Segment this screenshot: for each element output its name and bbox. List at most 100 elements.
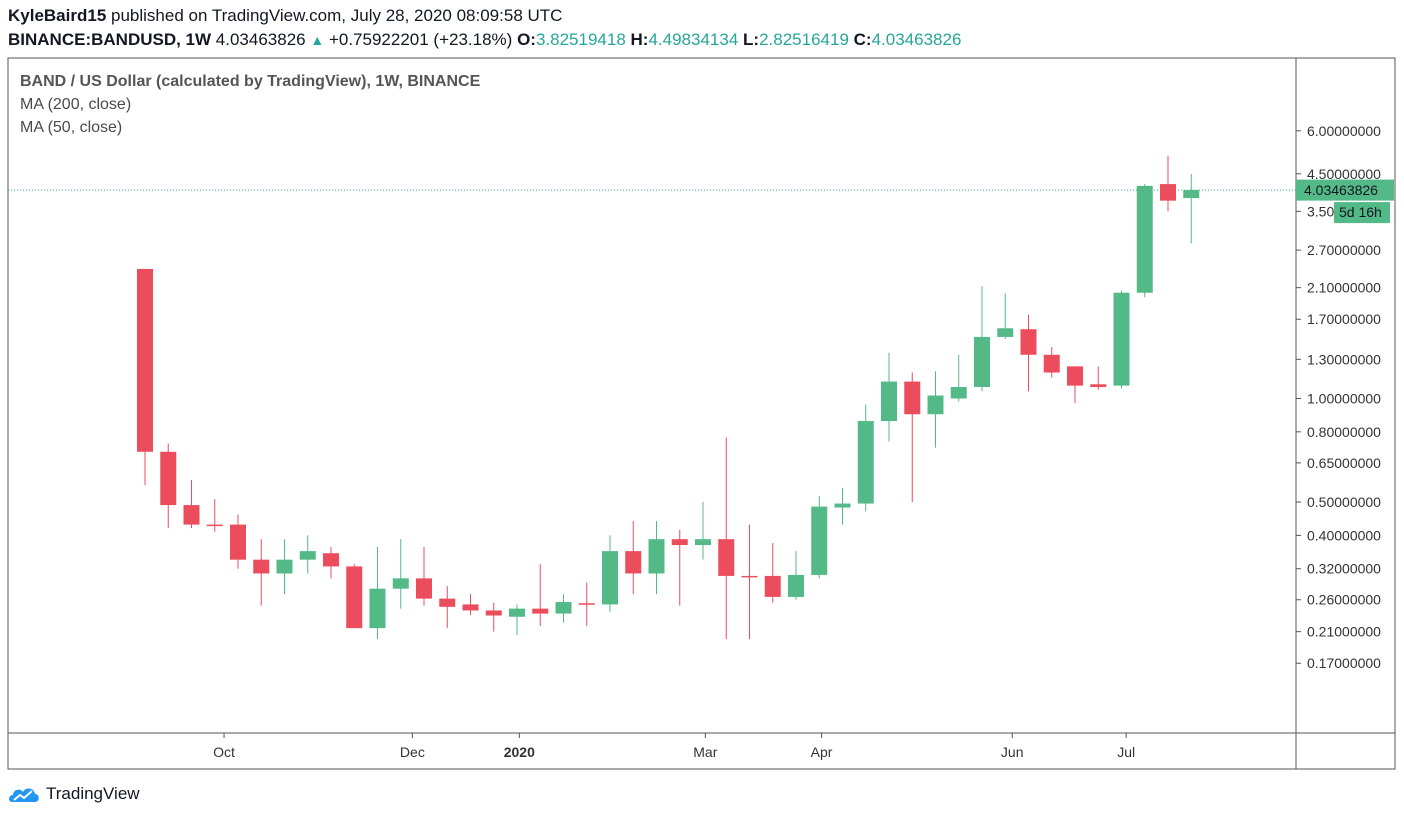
publish-info: KyleBaird15 published on TradingView.com… — [8, 6, 562, 26]
price-tick-label: 1.00000000 — [1307, 391, 1381, 407]
candle[interactable] — [927, 371, 944, 448]
candle[interactable] — [392, 539, 409, 609]
candle-body-down — [439, 598, 456, 607]
candle[interactable] — [1113, 290, 1130, 389]
candle[interactable] — [369, 547, 386, 639]
candle[interactable] — [834, 487, 851, 525]
price-tick-label: 0.17000000 — [1307, 655, 1381, 671]
candle[interactable] — [625, 521, 642, 595]
candle[interactable] — [648, 521, 665, 595]
candle[interactable] — [857, 404, 874, 512]
price-tick-label: 0.80000000 — [1307, 424, 1381, 440]
chart-title: BAND / US Dollar (calculated by TradingV… — [20, 73, 481, 90]
price-tick-label: 1.30000000 — [1307, 351, 1381, 367]
candle[interactable] — [1067, 366, 1083, 404]
open-label: O: — [517, 30, 536, 49]
candle-body-up — [299, 551, 316, 560]
candle-body-up — [881, 381, 897, 422]
time-tick-label: Oct — [213, 744, 235, 760]
time-tick-label: Apr — [811, 744, 833, 760]
candle[interactable] — [485, 602, 502, 632]
candle[interactable] — [1043, 347, 1060, 378]
candle[interactable] — [323, 547, 339, 579]
candle[interactable] — [346, 564, 363, 629]
countdown-tag-bg — [1334, 202, 1390, 224]
candle[interactable] — [602, 535, 618, 612]
candle[interactable] — [974, 286, 990, 392]
tradingview-brand[interactable]: TradingView — [8, 782, 140, 806]
candle-body-down — [764, 575, 781, 597]
candle[interactable] — [299, 535, 316, 574]
candle-body-up — [276, 559, 293, 574]
candle[interactable] — [1136, 184, 1153, 298]
candle-body-down — [1043, 354, 1060, 373]
candle[interactable] — [416, 547, 432, 606]
candle-body-up — [555, 602, 572, 614]
time-tick-label: 2020 — [504, 744, 535, 760]
candle-body-down — [1090, 384, 1107, 388]
candle[interactable] — [137, 268, 153, 486]
candle[interactable] — [904, 372, 921, 503]
candle-body-down — [160, 451, 177, 506]
candle[interactable] — [253, 539, 270, 606]
candle-body-down — [578, 603, 595, 605]
candle[interactable] — [671, 529, 688, 606]
candle-body-down — [416, 578, 432, 599]
ma200-label[interactable]: MA (200, close) — [20, 96, 132, 113]
high-label: H: — [630, 30, 649, 49]
price-tick-label: 1.70000000 — [1307, 311, 1381, 327]
time-axis[interactable]: Oct Dec 2020 Mar Apr Jun Jul — [213, 733, 1135, 760]
candle[interactable] — [439, 586, 456, 629]
candle-body-down — [323, 553, 339, 567]
candle-body-up — [1136, 185, 1153, 293]
candle[interactable] — [1160, 155, 1176, 212]
candle-body-up — [811, 506, 828, 575]
candle-body-down — [206, 524, 223, 527]
candle[interactable] — [1090, 366, 1107, 390]
candle-body-up — [927, 395, 944, 415]
candle-body-down — [671, 539, 688, 546]
high-value: 4.49834134 — [648, 30, 739, 49]
candle-body-down — [485, 610, 502, 616]
candle[interactable] — [1020, 314, 1037, 392]
last-price-tag: 4.03463826 5d 16h — [1296, 179, 1394, 224]
candle[interactable] — [788, 551, 804, 600]
candle[interactable] — [718, 437, 735, 639]
candle[interactable] — [509, 604, 525, 636]
low-value: 2.82516419 — [759, 30, 849, 49]
candle[interactable] — [532, 564, 549, 627]
candle[interactable] — [578, 582, 595, 627]
candle[interactable] — [206, 499, 223, 532]
candle-body-down — [253, 559, 270, 574]
candle[interactable] — [555, 594, 572, 623]
time-tick-label: Mar — [693, 744, 717, 760]
tradingview-logo-icon — [9, 788, 39, 802]
candle-body-down — [462, 604, 479, 611]
price-tick-label: 6.00000000 — [1307, 123, 1381, 139]
candle[interactable] — [276, 539, 293, 595]
candle[interactable] — [997, 293, 1014, 339]
candle[interactable] — [1183, 173, 1200, 244]
candle[interactable] — [183, 479, 200, 529]
candle[interactable] — [160, 443, 177, 529]
candle[interactable] — [695, 502, 711, 560]
price-tick-label: 0.50000000 — [1307, 494, 1381, 510]
change-value: +0.75922201 (+23.18%) — [328, 30, 513, 49]
candles — [137, 155, 1200, 639]
candle[interactable] — [881, 352, 897, 442]
candle-body-up — [950, 387, 967, 399]
candle-body-up — [834, 503, 851, 508]
candle[interactable] — [741, 524, 758, 639]
ohlc-header: BINANCE:BANDUSD, 1W 4.03463826 ▲ +0.7592… — [8, 30, 961, 50]
candle[interactable] — [764, 543, 781, 603]
author-name[interactable]: KyleBaird15 — [8, 6, 107, 25]
candle-body-up — [974, 336, 990, 388]
up-arrow-icon: ▲ — [310, 32, 325, 48]
candle[interactable] — [811, 496, 828, 579]
candle[interactable] — [950, 354, 967, 402]
candle[interactable] — [230, 514, 246, 569]
price-axis[interactable]: 6.000000004.500000003.500000002.70000000… — [1296, 123, 1381, 671]
candle[interactable] — [462, 594, 479, 615]
ma50-label[interactable]: MA (50, close) — [20, 119, 123, 136]
